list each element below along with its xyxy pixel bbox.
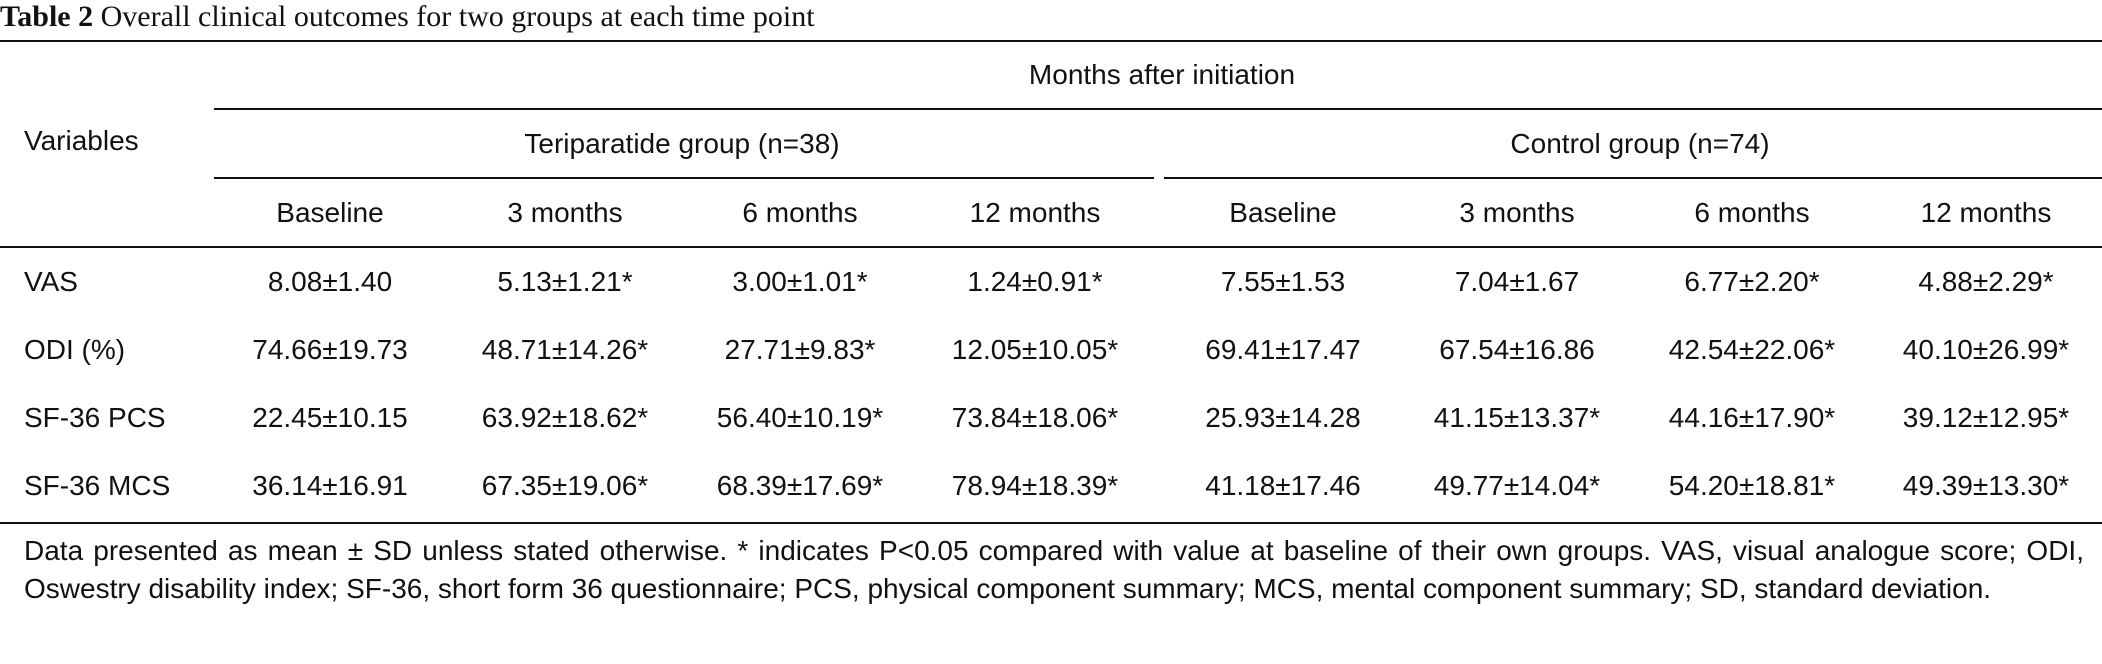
- table-cell: 12.05±10.05*: [951, 334, 1119, 365]
- table-caption-label: Table 2: [0, 0, 94, 33]
- header-group-teriparatide: Teriparatide group (n=38): [524, 128, 840, 159]
- table-cell: 41.15±13.37*: [1433, 402, 1601, 433]
- table-footnote: Data presented as mean ± SD unless state…: [24, 535, 2084, 604]
- table-top-rule: [0, 40, 2102, 42]
- table-cell: 5.13±1.21*: [497, 266, 633, 297]
- table-cell: 63.92±18.62*: [481, 402, 649, 433]
- header-variables: Variables: [24, 125, 139, 156]
- header-months-after-initiation: Months after initiation: [1028, 59, 1296, 90]
- header-rule-months: [214, 108, 2102, 110]
- header-timepoint: 12 months: [969, 197, 1101, 228]
- table-cell: 6.77±2.20*: [1684, 266, 1820, 297]
- table-cell: 74.66±19.73: [252, 334, 408, 365]
- table-row: ODI (%) 74.66±19.73 48.71±14.26* 27.71±9…: [0, 316, 2102, 384]
- table-cell: 67.35±19.06*: [481, 470, 649, 501]
- row-label: ODI (%): [24, 334, 126, 365]
- row-label: SF-36 PCS: [24, 402, 166, 433]
- table-cell: 7.04±1.67: [1454, 266, 1580, 297]
- table-cell: 40.10±26.99*: [1902, 334, 2070, 365]
- table-cell: 67.54±16.86: [1439, 334, 1595, 365]
- header-timepoint: 12 months: [1920, 197, 2052, 228]
- table-cell: 68.39±17.69*: [716, 470, 884, 501]
- table-cell: 44.16±17.90*: [1668, 402, 1836, 433]
- table-cell: 56.40±10.19*: [716, 402, 884, 433]
- header-group-control: Control group (n=74): [1510, 128, 1770, 159]
- row-label: SF-36 MCS: [24, 470, 171, 501]
- table-cell: 8.08±1.40: [267, 266, 393, 297]
- table-cell: 69.41±17.47: [1205, 334, 1361, 365]
- table-bottom-rule: [0, 522, 2102, 524]
- table-caption-text: Overall clinical outcomes for two groups…: [100, 0, 815, 33]
- table-cell: 48.71±14.26*: [481, 334, 649, 365]
- header-timepoint: 6 months: [1694, 197, 1810, 228]
- header-timepoint: 6 months: [742, 197, 858, 228]
- header-timepoint: 3 months: [507, 197, 623, 228]
- table-cell: 73.84±18.06*: [951, 402, 1119, 433]
- table-cell: 36.14±16.91: [252, 470, 408, 501]
- table-cell: 25.93±14.28: [1205, 402, 1361, 433]
- table-cell: 3.00±1.01*: [732, 266, 868, 297]
- header-timepoint: Baseline: [1229, 197, 1337, 228]
- table-cell: 42.54±22.06*: [1668, 334, 1836, 365]
- row-label: VAS: [24, 266, 78, 297]
- table-row: SF-36 MCS 36.14±16.91 67.35±19.06* 68.39…: [0, 452, 2102, 520]
- header-timepoint: 3 months: [1459, 197, 1575, 228]
- table-cell: 22.45±10.15: [252, 402, 408, 433]
- table-cell: 27.71±9.83*: [724, 334, 876, 365]
- header-timepoint: Baseline: [276, 197, 384, 228]
- table-cell: 4.88±2.29*: [1918, 266, 2054, 297]
- table-cell: 1.24±0.91*: [967, 266, 1103, 297]
- table-cell: 49.77±14.04*: [1433, 470, 1601, 501]
- header-rule-teriparatide: [214, 177, 1154, 179]
- header-bottom-rule: [0, 246, 2102, 248]
- table-cell: 39.12±12.95*: [1902, 402, 2070, 433]
- table-cell: 78.94±18.39*: [951, 470, 1119, 501]
- table-cell: 41.18±17.46: [1205, 470, 1361, 501]
- table-cell: 7.55±1.53: [1220, 266, 1346, 297]
- table-cell: 49.39±13.30*: [1902, 470, 2070, 501]
- table-caption: Table 2 Overall clinical outcomes for tw…: [0, 0, 815, 34]
- table-cell: 54.20±18.81*: [1668, 470, 1836, 501]
- table-row: VAS 8.08±1.40 5.13±1.21* 3.00±1.01* 1.24…: [0, 248, 2102, 316]
- table-row: SF-36 PCS 22.45±10.15 63.92±18.62* 56.40…: [0, 384, 2102, 452]
- header-rule-control: [1164, 177, 2102, 179]
